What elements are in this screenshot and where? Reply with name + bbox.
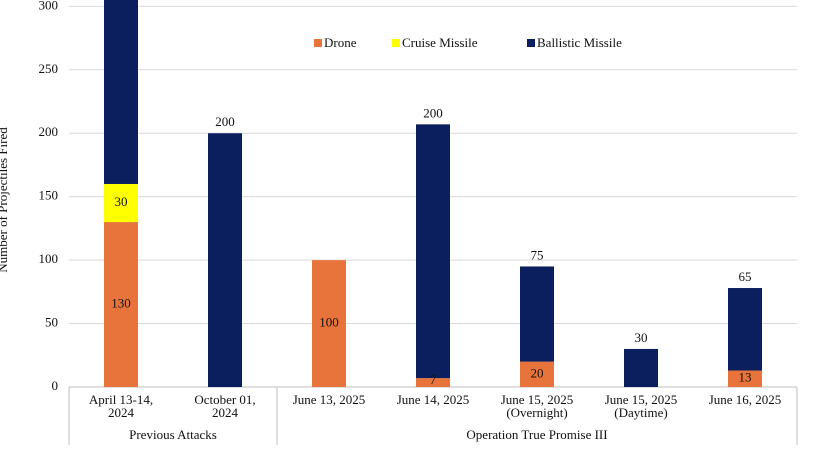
y-tick-label: 300 — [39, 0, 59, 12]
bar-segment — [728, 288, 762, 371]
legend-swatch — [527, 39, 535, 47]
bar-segment — [208, 133, 242, 387]
data-label: 30 — [115, 194, 128, 209]
x-tick-label: (Overnight) — [506, 405, 567, 420]
legend-swatch — [392, 39, 400, 47]
group-label: Operation True Promise III — [466, 427, 607, 442]
data-label: 65 — [739, 269, 752, 284]
bar-segment — [624, 348, 658, 387]
x-tick-label: June 14, 2025 — [397, 392, 470, 407]
legend-label: Cruise Missile — [402, 35, 478, 50]
x-tick-label: June 15, 2025 — [605, 392, 678, 407]
data-label: 200 — [215, 114, 235, 129]
group-label: Previous Attacks — [129, 427, 217, 442]
bar-segment — [416, 124, 450, 379]
data-label: 75 — [531, 247, 544, 262]
bar-segment — [520, 361, 554, 387]
y-tick-label: 200 — [39, 124, 59, 139]
bar-segment — [104, 0, 138, 184]
x-tick-label: June 15, 2025 — [501, 392, 574, 407]
legend-label: Ballistic Missile — [537, 35, 622, 50]
bar-segment — [728, 370, 762, 387]
y-tick-label: 100 — [39, 251, 59, 266]
legend-swatch — [314, 39, 322, 47]
x-tick-label: June 13, 2025 — [293, 392, 366, 407]
data-label: 100 — [319, 315, 339, 330]
data-label: 20 — [531, 365, 544, 380]
x-tick-label: (Daytime) — [614, 405, 667, 420]
bar-segment — [104, 222, 138, 387]
x-tick-label: April 13-14, — [89, 392, 153, 407]
data-label: 13 — [739, 370, 752, 385]
bar-segment — [520, 266, 554, 362]
data-label: 130 — [111, 296, 131, 311]
y-tick-label: 50 — [45, 315, 58, 330]
y-tick-label: 0 — [52, 378, 59, 393]
x-tick-label: 2024 — [108, 405, 135, 420]
x-tick-label: 2024 — [212, 405, 239, 420]
y-tick-label: 250 — [39, 61, 59, 76]
bars — [104, 0, 762, 387]
y-axis-label: Number of Projectiles Fired — [0, 127, 10, 273]
bar-segment — [416, 378, 450, 387]
x-tick-label: October 01, — [194, 392, 255, 407]
bar-segment — [104, 183, 138, 223]
data-label: 30 — [635, 330, 648, 345]
data-label: 7 — [430, 372, 437, 387]
bar-segment — [312, 260, 346, 387]
legend-label: Drone — [324, 35, 357, 50]
x-tick-label: June 16, 2025 — [709, 392, 782, 407]
data-label: 200 — [423, 105, 443, 120]
y-tick-label: 150 — [39, 188, 59, 203]
